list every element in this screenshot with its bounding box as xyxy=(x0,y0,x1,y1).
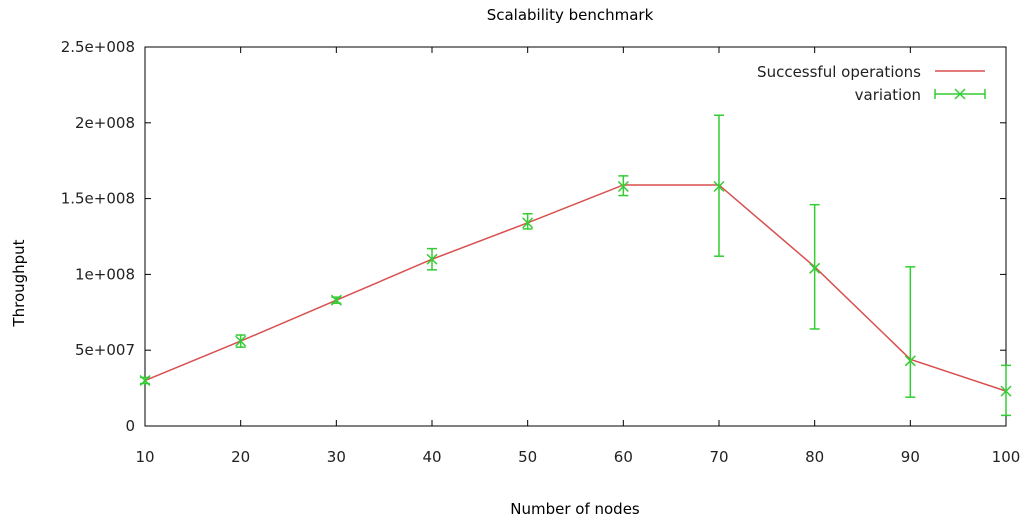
x-tick-label: 70 xyxy=(709,448,728,466)
x-axis-label: Number of nodes xyxy=(510,500,640,518)
x-tick-label: 20 xyxy=(231,448,250,466)
series-line-successful-operations xyxy=(144,184,1007,392)
error-bar xyxy=(904,266,916,398)
data-point-marker xyxy=(1000,385,1012,397)
error-bar xyxy=(426,247,438,271)
legend-label-successful-operations: Successful operations xyxy=(757,63,921,81)
error-bar xyxy=(522,213,534,230)
y-tick-label: 0 xyxy=(125,417,135,435)
x-tick-label: 90 xyxy=(901,448,920,466)
y-tick-label: 2.5e+008 xyxy=(61,38,135,56)
axis-ticks: 10 20 30 40 50 60 70 80 90 100 0 5e+007 1e+008 1.5e+0… xyxy=(61,38,1021,466)
data-point-marker xyxy=(617,180,629,193)
legend-swatch-errorbar xyxy=(934,88,986,100)
data-point-marker xyxy=(809,262,821,274)
x-tick-label: 100 xyxy=(992,448,1021,466)
x-tick-label: 40 xyxy=(422,448,441,466)
error-bar xyxy=(713,114,725,257)
error-bar xyxy=(139,374,151,387)
y-tick-label: 2e+008 xyxy=(75,114,135,132)
y-tick-label: 1e+008 xyxy=(75,265,135,283)
data-point-marker xyxy=(235,335,247,347)
data-point-marker xyxy=(139,374,151,387)
data-point-marker xyxy=(904,355,916,367)
x-tick-label: 30 xyxy=(327,448,346,466)
legend-swatch-marker xyxy=(954,88,966,100)
data-point-marker xyxy=(330,294,342,306)
error-bar xyxy=(1000,364,1012,417)
legend: Successful operations variation xyxy=(757,63,986,104)
data-point-marker xyxy=(713,180,725,193)
x-tick-label: 60 xyxy=(614,448,633,466)
error-bar xyxy=(330,294,342,306)
data-point-marker xyxy=(426,253,438,265)
error-bar xyxy=(235,334,247,348)
error-bar xyxy=(617,175,629,197)
legend-label-variation: variation xyxy=(855,86,921,104)
y-tick-label: 1.5e+008 xyxy=(61,190,135,208)
x-tick-label: 10 xyxy=(135,448,154,466)
plot-frame xyxy=(144,46,1007,427)
y-axis-label: Throughput xyxy=(10,239,28,327)
chart-title: Scalability benchmark xyxy=(487,6,654,24)
x-tick-label: 80 xyxy=(805,448,824,466)
error-bar xyxy=(809,203,821,330)
series-layer xyxy=(139,114,1012,417)
data-point-marker xyxy=(522,217,534,229)
x-tick-label: 50 xyxy=(518,448,537,466)
y-tick-label: 5e+007 xyxy=(75,341,135,359)
